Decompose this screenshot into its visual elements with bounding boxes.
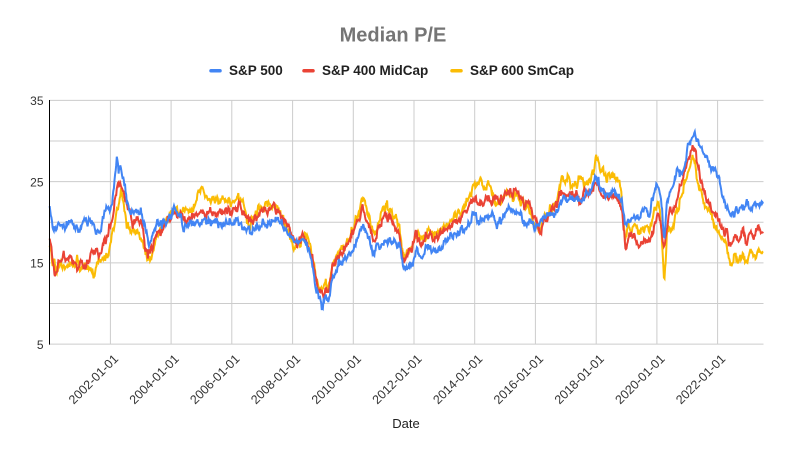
svg-text:25: 25 (30, 175, 44, 189)
svg-text:15: 15 (30, 257, 44, 271)
svg-text:S&P 600 SmCap: S&P 600 SmCap (470, 63, 574, 78)
svg-text:35: 35 (30, 94, 44, 108)
svg-text:Median P/E: Median P/E (340, 25, 447, 47)
svg-text:S&P 400 MidCap: S&P 400 MidCap (322, 63, 428, 78)
svg-text:Date: Date (392, 416, 419, 431)
svg-text:S&P 500: S&P 500 (229, 63, 283, 78)
svg-text:5: 5 (37, 338, 44, 352)
